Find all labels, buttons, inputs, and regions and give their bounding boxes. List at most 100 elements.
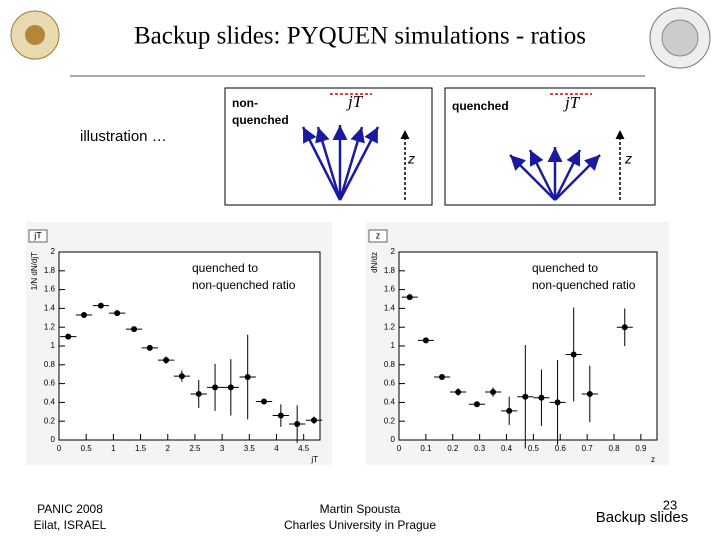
x-tick-label: 0.9 xyxy=(635,444,647,453)
slide-title: Backup slides: PYQUEN simulations - rati… xyxy=(134,23,586,50)
data-point xyxy=(473,401,480,408)
data-point xyxy=(212,384,219,391)
data-point xyxy=(439,374,445,381)
x-tick-label: 0.6 xyxy=(555,444,567,453)
data-point xyxy=(178,373,185,380)
data-point xyxy=(621,324,628,331)
y-tick-label: 2 xyxy=(51,247,56,256)
y-tick-label: 0.6 xyxy=(44,379,56,388)
data-point xyxy=(455,389,462,396)
x-tick-label: 2.5 xyxy=(189,444,201,453)
data-point xyxy=(490,389,497,396)
page-number: 23 xyxy=(663,497,677,512)
y-tick-label: 1.4 xyxy=(384,304,396,313)
data-point xyxy=(522,393,529,400)
x-tick-label: 1 xyxy=(111,444,116,453)
y-tick-label: 1.4 xyxy=(44,304,56,313)
data-point xyxy=(506,407,513,414)
x-tick-label: 0.1 xyxy=(420,444,432,453)
y-tick-label: 1.2 xyxy=(384,322,396,331)
x-tick-label: 3.5 xyxy=(244,444,256,453)
data-point xyxy=(65,333,72,340)
y-tick-label: 2 xyxy=(391,247,396,256)
data-point xyxy=(163,357,170,364)
annotation: non-quenched ratio xyxy=(532,278,636,292)
data-point xyxy=(131,326,138,333)
footer-center: Martin Spousta xyxy=(320,502,401,516)
data-point xyxy=(146,344,153,351)
x-tick-label: 1.5 xyxy=(135,444,147,453)
data-point xyxy=(570,351,577,358)
illustration-caption: illustration … xyxy=(80,128,167,145)
data-point xyxy=(227,384,234,391)
footer-center: Charles University in Prague xyxy=(284,518,436,532)
x-tick-label: 0 xyxy=(397,444,402,453)
data-point xyxy=(554,399,561,406)
y-tick-label: 0.8 xyxy=(44,360,56,369)
x-tick-label: 0.5 xyxy=(528,444,540,453)
y-tick-label: 1.8 xyxy=(384,266,396,275)
box-label: non- xyxy=(232,96,258,110)
plot-frame xyxy=(58,251,321,441)
x-axis-label: jT xyxy=(310,455,318,464)
y-axis-label: dN/dz xyxy=(370,252,379,273)
stat-label: z xyxy=(376,230,381,240)
data-point xyxy=(586,390,593,397)
data-point xyxy=(406,294,413,301)
x-tick-label: 0.7 xyxy=(582,444,594,453)
data-point xyxy=(97,302,104,309)
x-tick-label: 0 xyxy=(57,444,62,453)
illustration-box xyxy=(444,87,656,206)
y-tick-label: 0.2 xyxy=(44,416,56,425)
y-tick-label: 1.8 xyxy=(44,266,56,275)
data-point xyxy=(114,310,121,317)
footer-right: Backup slides xyxy=(596,509,689,526)
box-label: quenched xyxy=(232,113,289,127)
footer-left: Eilat, ISRAEL xyxy=(34,518,107,532)
stat-box xyxy=(28,229,48,243)
annotation: non-quenched ratio xyxy=(192,278,296,292)
z-label: z xyxy=(407,151,415,167)
x-tick-label: 2 xyxy=(166,444,171,453)
logo-right xyxy=(649,7,711,69)
x-axis-label: z xyxy=(651,455,655,464)
x-tick-label: 0.3 xyxy=(474,444,486,453)
y-tick-label: 0 xyxy=(391,435,396,444)
y-tick-label: 1 xyxy=(391,341,396,350)
annotation: quenched to xyxy=(192,261,258,275)
y-axis-label: 1/N dN/djT xyxy=(30,252,39,290)
y-tick-label: 0.4 xyxy=(384,398,396,407)
stat-label: jT xyxy=(33,230,42,240)
y-tick-label: 0.4 xyxy=(44,398,56,407)
data-point xyxy=(422,337,429,344)
footer-left: PANIC 2008 xyxy=(37,502,103,516)
y-tick-label: 1.6 xyxy=(44,285,56,294)
y-tick-label: 0 xyxy=(51,435,56,444)
data-point xyxy=(294,421,301,428)
y-tick-label: 0.2 xyxy=(384,416,396,425)
arrows-quenched xyxy=(509,147,601,201)
data-point xyxy=(244,374,251,381)
x-tick-label: 3 xyxy=(220,444,225,453)
x-tick-label: 0.2 xyxy=(447,444,459,453)
y-tick-label: 1.6 xyxy=(384,285,396,294)
box-label: quenched xyxy=(452,99,509,113)
data-point xyxy=(81,311,88,318)
data-point xyxy=(311,417,318,424)
x-tick-label: 0.4 xyxy=(501,444,513,453)
data-point xyxy=(195,390,202,397)
x-tick-label: 4.5 xyxy=(298,444,310,453)
annotation: quenched to xyxy=(532,261,598,275)
y-tick-label: 0.6 xyxy=(384,379,396,388)
y-tick-label: 1.2 xyxy=(44,322,56,331)
data-point xyxy=(260,398,267,405)
illustration-box xyxy=(224,87,433,206)
z-label: z xyxy=(624,151,632,167)
x-tick-label: 4 xyxy=(274,444,279,453)
x-tick-label: 0.5 xyxy=(81,444,93,453)
logo-left xyxy=(10,10,60,60)
x-tick-label: 0.8 xyxy=(608,444,620,453)
y-tick-label: 0.8 xyxy=(384,360,396,369)
data-point xyxy=(538,394,545,401)
